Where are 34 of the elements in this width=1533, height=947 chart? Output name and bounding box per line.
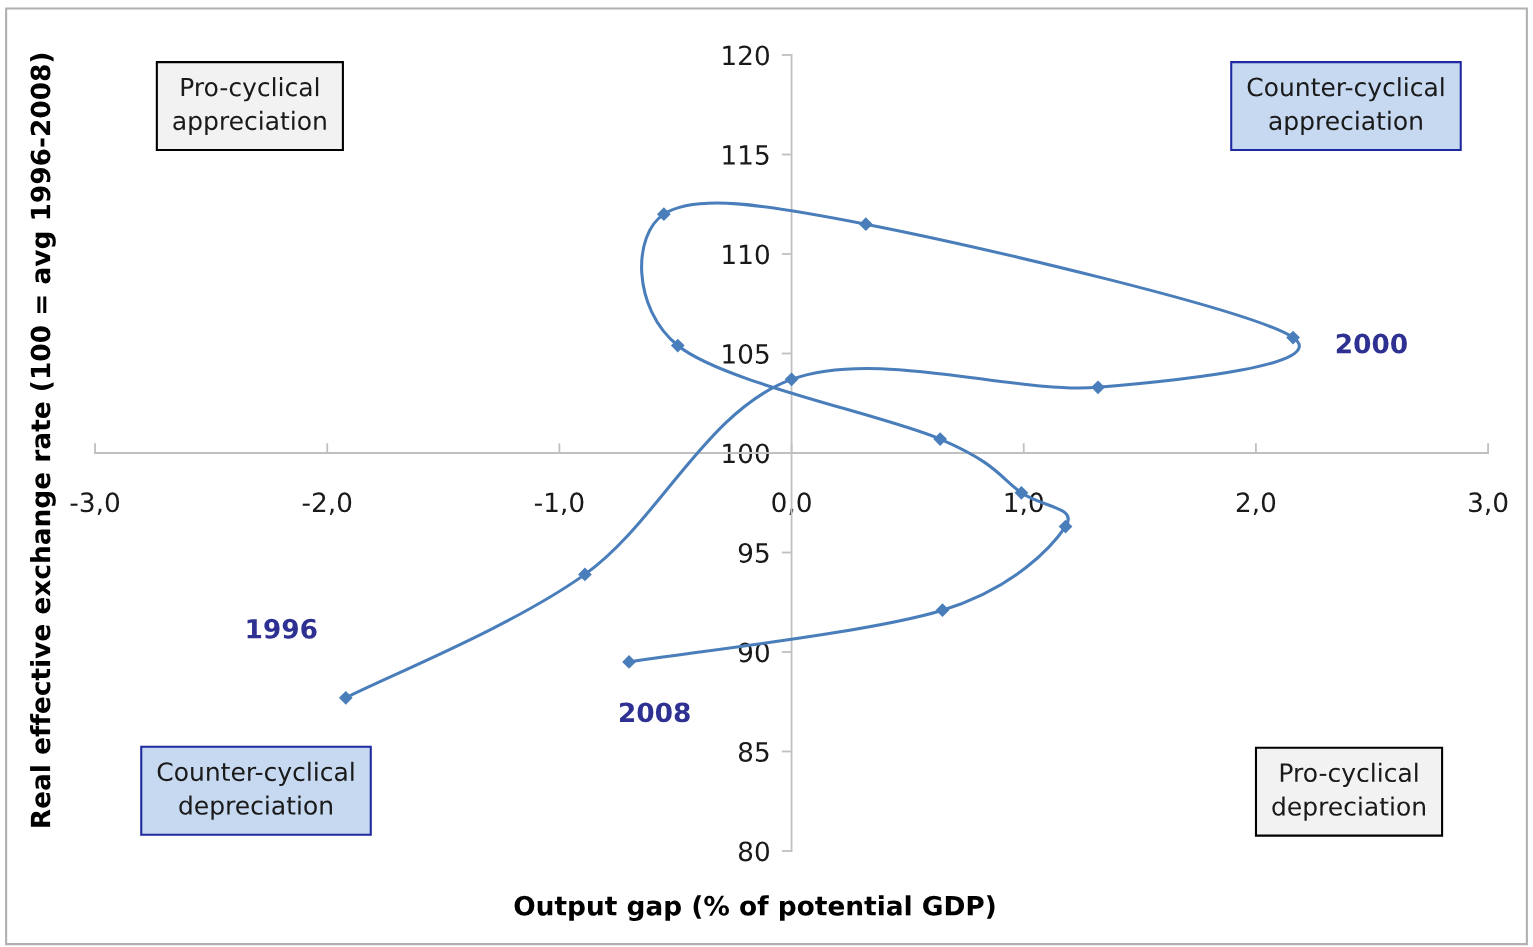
y-axis-title: Real effective exchange rate (100 = avg 1996-2008)	[30, 53, 56, 827]
y-tick-label: 115	[723, 145, 769, 165]
y-tick-label: 95	[738, 542, 769, 563]
annotation: Pro-cyclical depreciation	[1272, 762, 1425, 821]
y-tick-label: 105	[723, 343, 769, 364]
point	[339, 691, 353, 705]
x-tick-label: -1,0	[534, 492, 584, 516]
annotation: 2000	[1336, 333, 1407, 354]
point	[578, 567, 592, 581]
y-tick-label: 110	[723, 244, 769, 265]
x-tick-label: 3,0	[1469, 492, 1508, 516]
point	[657, 207, 671, 221]
x-tick-label: 0,0	[772, 492, 811, 516]
annotation: Pro-cyclical appreciation	[173, 77, 326, 136]
point	[622, 655, 636, 669]
y-tick-label: 85	[738, 741, 769, 762]
x-tick-label: 2,0	[1236, 492, 1276, 516]
point	[1058, 520, 1073, 534]
point	[933, 432, 947, 446]
annotation: 1996	[247, 618, 317, 639]
point	[1286, 330, 1300, 345]
annotation: Counter-cyclical depreciation	[157, 761, 354, 820]
point	[935, 603, 950, 617]
x-tick-label: -3,0	[70, 492, 120, 516]
point	[784, 372, 799, 386]
x-axis-title: Output gap (% of potential GDP)	[514, 895, 995, 922]
point	[671, 338, 685, 353]
y-tick-label: 80	[738, 841, 769, 862]
annotation: Counter-cyclical appreciation	[1247, 77, 1444, 136]
x-tick-label: -2,0	[302, 492, 352, 516]
point	[1091, 380, 1105, 394]
annotation: 2008	[620, 702, 690, 723]
y-tick-label: 120	[723, 45, 769, 66]
point	[859, 217, 873, 231]
